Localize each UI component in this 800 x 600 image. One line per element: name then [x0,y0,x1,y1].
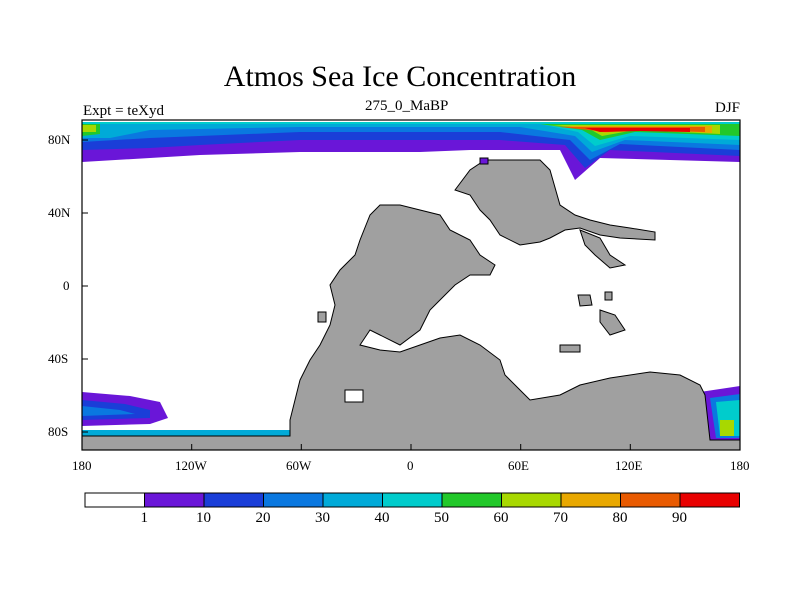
y-tick-label: 0 [63,278,70,293]
x-tick-label: 180 [730,458,750,473]
x-tick-label: 0 [407,458,414,473]
y-tick-label: 40N [48,205,71,220]
colorbar-label: 1 [140,510,149,526]
colorbar-swatch [620,492,681,508]
y-tick-label: 80S [48,424,69,439]
colorbar-swatch [501,492,562,508]
colorbar-label: 90 [672,510,687,526]
x-tick-label: 60E [508,458,529,473]
colorbar [84,492,740,508]
map-title: Atmos Sea Ice Concentration [223,60,577,93]
colorbar-label: 80 [612,510,628,526]
arctic-sea-ice [82,122,740,180]
y-axis [82,139,88,433]
y-tick-label: 80N [48,132,71,147]
inland-sea [344,389,364,403]
x-tick-label: 180 [72,458,92,473]
colorbar-swatch [679,492,740,508]
colorbar-label: 70 [553,510,568,526]
colorbar-swatch [203,492,264,508]
colorbar-label: 30 [315,510,330,526]
experiment-label: Expt = teXyd [83,103,164,119]
colorbar-swatch [560,492,621,508]
colorbar-swatch [84,492,145,508]
colorbar-swatch [382,492,443,508]
colorbar-label: 60 [493,510,509,526]
x-tick-label: 60W [286,458,312,473]
colorbar-swatch [263,492,324,508]
x-tick-label: 120E [615,458,643,473]
colorbar-label: 50 [434,510,449,526]
x-axis [81,444,741,450]
land-masses [81,157,741,451]
time-label: 275_0_MaBP [365,98,449,114]
colorbar-swatch [322,492,383,508]
colorbar-label: 20 [255,510,271,526]
x-tick-label: 120W [175,458,207,473]
season-label: DJF [714,100,740,116]
colorbar-swatch [441,492,502,508]
colorbar-label: 10 [196,510,211,526]
colorbar-swatch [144,492,205,508]
colorbar-label: 40 [374,510,390,526]
y-tick-label: 40S [48,351,69,366]
